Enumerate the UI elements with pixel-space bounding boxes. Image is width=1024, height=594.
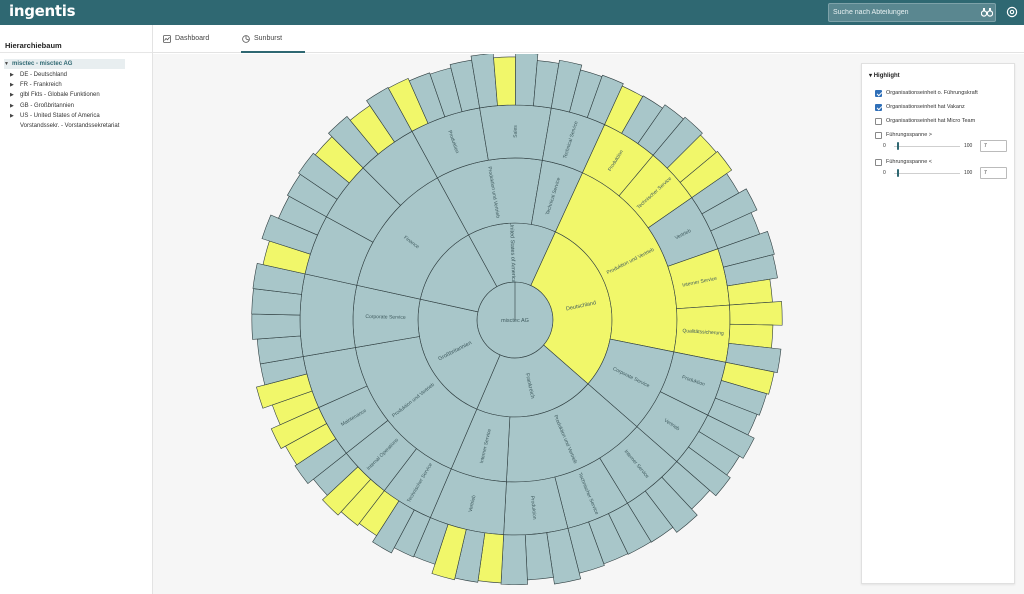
hierarchy-panel: Hierarchiebaum ▼ misctec - misctec AG ▶ … xyxy=(0,25,153,594)
caret-right-icon[interactable]: ▶ xyxy=(10,103,14,109)
range-value-input[interactable]: 7 xyxy=(980,167,1007,179)
tab-label: Dashboard xyxy=(175,35,210,42)
highlight-title-text: Highlight xyxy=(873,73,900,79)
range-value-input[interactable]: 7 xyxy=(980,140,1007,152)
tree-item-label: DE - Deutschland xyxy=(20,72,68,78)
sunburst-ring1-label: Frankreich xyxy=(524,373,536,400)
sunburst-ring3-label: Vertrieb xyxy=(468,494,478,512)
chart-icon xyxy=(163,35,171,43)
option-label: Organisationseinheit hat Micro Team xyxy=(886,118,976,124)
tree-item-label: glbl Fkts - Globale Funktionen xyxy=(20,92,100,98)
caret-right-icon[interactable]: ▶ xyxy=(10,113,14,119)
checkbox[interactable] xyxy=(875,159,882,166)
checkbox[interactable] xyxy=(875,90,882,97)
option-label: Führungsspanne > xyxy=(886,132,933,138)
option-label: Organisationseinheit hat Vakanz xyxy=(886,104,965,110)
tree-item-de[interactable]: ▶ DE - Deutschland xyxy=(10,70,67,80)
highlight-option-micro-team[interactable]: Organisationseinheit hat Micro Team xyxy=(875,117,975,126)
tree-item-label: GB - Großbritannien xyxy=(20,103,75,109)
sunburst-ring2-label: Corporate Service xyxy=(365,314,406,321)
sunburst-ring3-label: Qualitätssicherung xyxy=(682,328,724,337)
range-min-label: 0 xyxy=(883,170,886,176)
highlight-option-span-less[interactable]: Führungsspanne < xyxy=(875,158,932,167)
sunburst-ring3-segment[interactable] xyxy=(299,273,358,357)
tree-item-fr[interactable]: ▶ FR - Frankreich xyxy=(10,80,62,90)
range-track[interactable] xyxy=(894,173,960,174)
tree-item-us[interactable]: ▶ US - United States of America xyxy=(10,111,100,121)
tree-item-label: FR - Frankreich xyxy=(20,82,62,88)
binoculars-icon[interactable] xyxy=(981,7,993,17)
range-max-label: 100 xyxy=(964,143,973,149)
caret-down-icon[interactable]: ▼ xyxy=(4,61,9,67)
tab-sunburst[interactable]: Sunburst xyxy=(242,25,306,53)
tree-item-root[interactable]: ▼ misctec - misctec AG xyxy=(4,59,125,69)
checkbox[interactable] xyxy=(875,118,882,125)
span-less-range: 0 100 7 xyxy=(883,167,1013,179)
option-label: Führungsspanne < xyxy=(886,159,933,165)
tab-label: Sunburst xyxy=(254,35,283,42)
pie-chart-icon xyxy=(242,35,250,43)
checkbox[interactable] xyxy=(875,132,882,139)
range-max-label: 100 xyxy=(964,170,973,176)
highlight-option-no-leader[interactable]: Organisationseinheit o. Führungskraft xyxy=(875,89,978,98)
highlight-option-span-greater[interactable]: Führungsspanne > xyxy=(875,131,932,140)
sunburst-ring3-label: Sales xyxy=(513,125,519,138)
highlight-title[interactable]: ▾ Highlight xyxy=(869,73,900,79)
tree-item-label: misctec - misctec AG xyxy=(12,61,73,67)
sunburst-ring1-label: United States of America xyxy=(508,222,516,284)
top-bar: ingentis xyxy=(0,0,1024,25)
hierarchy-title: Hierarchiebaum xyxy=(5,41,62,50)
caret-right-icon[interactable]: ▶ xyxy=(10,92,14,98)
sunburst-ring4-segment[interactable] xyxy=(251,313,301,340)
app-logo: ingentis xyxy=(9,2,76,20)
sunburst-ring4-segment[interactable] xyxy=(366,87,413,143)
gear-icon[interactable] xyxy=(1006,6,1018,18)
tree-item-label: US - United States of America xyxy=(20,113,100,119)
sunburst-ring3-label: Produktion xyxy=(529,495,537,520)
tree-item-gb[interactable]: ▶ GB - Großbritannien xyxy=(10,101,74,111)
search-input[interactable] xyxy=(828,3,996,22)
checkbox[interactable] xyxy=(875,104,882,111)
caret-right-icon[interactable]: ▶ xyxy=(10,72,14,78)
range-min-label: 0 xyxy=(883,143,886,149)
highlight-option-vacancy[interactable]: Organisationseinheit hat Vakanz xyxy=(875,103,965,112)
sunburst-center-label: misctec AG xyxy=(501,318,529,324)
range-slider-thumb[interactable] xyxy=(897,169,899,177)
sunburst-ring4-segment[interactable] xyxy=(500,534,528,585)
sunburst-ring4-segment[interactable] xyxy=(493,56,516,107)
tree-item-label: Vorstandssekr. - Vorstandssekretariat xyxy=(20,123,120,129)
option-label: Organisationseinheit o. Führungskraft xyxy=(886,90,978,96)
divider xyxy=(0,52,152,53)
highlight-panel: ▾ Highlight Organisationseinheit o. Führ… xyxy=(861,63,1015,584)
tree-item-vorstand[interactable]: Vorstandssekr. - Vorstandssekretariat xyxy=(10,121,119,131)
range-track[interactable] xyxy=(894,146,960,147)
span-greater-range: 0 100 7 xyxy=(883,140,1013,152)
tab-bar: Dashboard Sunburst xyxy=(153,25,1024,53)
tab-dashboard[interactable]: Dashboard xyxy=(163,25,223,53)
sunburst-ring4-segment[interactable] xyxy=(729,301,783,326)
active-tab-indicator xyxy=(241,51,305,53)
range-slider-thumb[interactable] xyxy=(897,142,899,150)
caret-right-icon[interactable]: ▶ xyxy=(10,82,14,88)
tree-item-glbl[interactable]: ▶ glbl Fkts - Globale Funktionen xyxy=(10,90,100,100)
